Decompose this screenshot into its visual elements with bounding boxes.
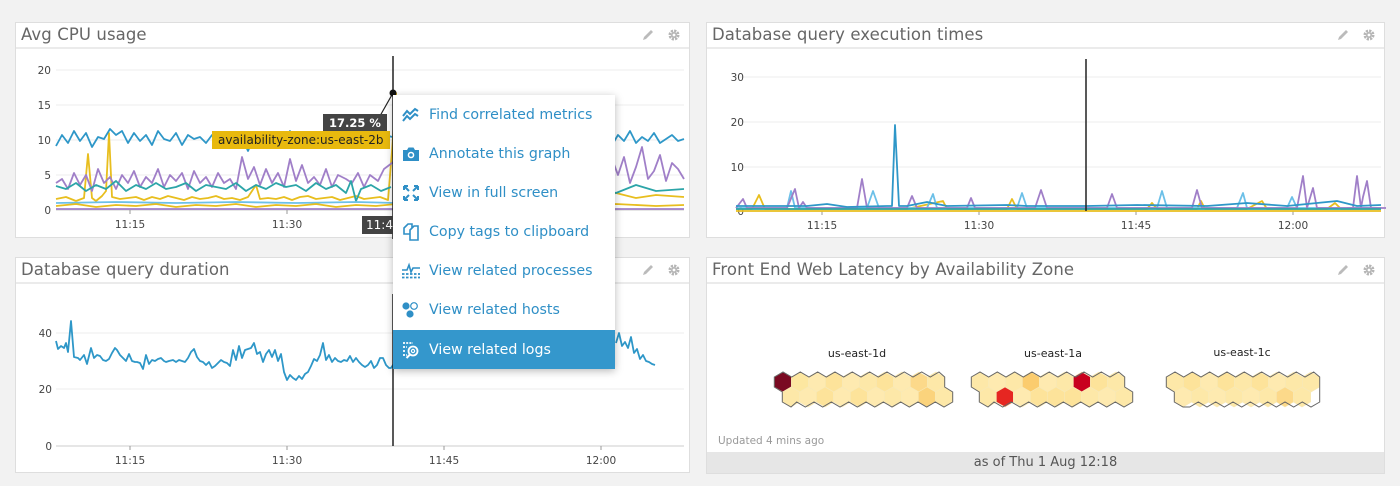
menu-item-label: Annotate this graph — [429, 145, 571, 162]
y-axis-labels: 40 20 0 — [39, 328, 52, 453]
query-execution-chart[interactable]: 30 20 10 0 11:15 11:30 11:45 12:00 — [707, 51, 1386, 239]
menu-item-label: View in full screen — [429, 184, 559, 201]
svg-text:11:45: 11:45 — [429, 455, 459, 467]
svg-text:11:45: 11:45 — [1121, 220, 1151, 232]
correlated-metrics-icon — [402, 107, 419, 122]
panel-tools — [1336, 28, 1376, 42]
svg-text:us-east-1c: us-east-1c — [1213, 346, 1270, 359]
menu-item-annotate-graph[interactable]: Annotate this graph — [393, 134, 615, 173]
svg-text:11:15: 11:15 — [115, 455, 145, 467]
panel-title: Avg CPU usage — [21, 25, 147, 44]
graph-context-menu: Find correlated metrics Annotate this gr… — [393, 95, 615, 369]
svg-text:12:00: 12:00 — [586, 455, 616, 467]
camera-icon — [403, 147, 419, 161]
svg-text:12:00: 12:00 — [1278, 220, 1308, 232]
menu-item-full-screen[interactable]: View in full screen — [393, 173, 615, 212]
panel-header: Avg CPU usage — [16, 23, 689, 49]
svg-text:40: 40 — [39, 328, 52, 340]
panel-front-end-web-latency: Front End Web Latency by Availability Zo… — [706, 257, 1385, 474]
svg-text:0: 0 — [737, 206, 744, 218]
fullscreen-icon — [403, 184, 419, 201]
panel-title: Front End Web Latency by Availability Zo… — [712, 260, 1075, 279]
x-axis-labels: 11:15 11:30 11:45 12:00 — [115, 446, 616, 467]
updated-text: Updated 4 mins ago — [718, 435, 825, 447]
tooltip-value: 17.25 % — [323, 114, 387, 132]
gear-icon[interactable] — [667, 263, 681, 277]
panel-tools — [641, 263, 681, 277]
pencil-icon[interactable] — [1336, 263, 1350, 277]
menu-item-label: View related processes — [429, 262, 593, 279]
menu-item-copy-tags[interactable]: Copy tags to clipboard — [393, 212, 615, 251]
panel-header: Database query duration — [16, 258, 689, 284]
pencil-icon[interactable] — [641, 28, 655, 42]
svg-text:11:30: 11:30 — [964, 220, 994, 232]
svg-text:15: 15 — [38, 100, 51, 112]
panel-tools — [641, 28, 681, 42]
svg-text:10: 10 — [731, 162, 744, 174]
logs-icon — [403, 341, 419, 359]
zone-us-east-1c[interactable]: us-east-1c — [1165, 346, 1321, 408]
zone-us-east-1d[interactable]: us-east-1d — [773, 347, 954, 408]
svg-text:5: 5 — [44, 170, 51, 182]
svg-text:30: 30 — [731, 72, 744, 84]
grid-lines — [736, 76, 1381, 168]
panel-title: Database query duration — [21, 260, 230, 279]
panel-title: Database query execution times — [712, 25, 984, 44]
panel-header: Front End Web Latency by Availability Zo… — [707, 258, 1384, 284]
x-axis-labels: 11:15 11:30 — [115, 210, 302, 231]
menu-item-related-processes[interactable]: View related processes — [393, 251, 615, 290]
svg-text:20: 20 — [731, 117, 744, 129]
panel-tools — [1336, 263, 1376, 277]
menu-item-related-hosts[interactable]: View related hosts — [393, 290, 615, 329]
duration-series — [55, 320, 400, 381]
hosts-icon — [402, 301, 418, 318]
menu-item-label: View related hosts — [429, 301, 560, 318]
tooltip-time: 11:4 — [362, 216, 397, 234]
menu-item-related-logs[interactable]: View related logs — [393, 330, 615, 369]
y-axis-labels: 20 15 10 5 0 — [38, 65, 51, 217]
pencil-icon[interactable] — [641, 263, 655, 277]
zone-us-east-1a[interactable]: us-east-1a — [970, 347, 1134, 408]
menu-item-label: Find correlated metrics — [429, 106, 593, 123]
menu-item-find-correlated-metrics[interactable]: Find correlated metrics — [393, 95, 615, 134]
svg-text:20: 20 — [39, 384, 52, 396]
pencil-icon[interactable] — [1336, 28, 1350, 42]
copy-icon — [403, 222, 419, 241]
svg-text:0: 0 — [44, 205, 51, 217]
svg-text:11:15: 11:15 — [807, 220, 837, 232]
gear-icon[interactable] — [1362, 28, 1376, 42]
svg-text:10: 10 — [38, 135, 51, 147]
y-axis-labels: 30 20 10 0 — [731, 72, 744, 218]
processes-icon — [402, 262, 420, 278]
gear-icon[interactable] — [667, 28, 681, 42]
svg-text:20: 20 — [38, 65, 51, 77]
svg-text:11:15: 11:15 — [115, 219, 145, 231]
hostmap[interactable]: us-east-1d us-east-1a us-east-1c — [707, 286, 1386, 436]
series-lines — [735, 124, 1386, 212]
svg-text:us-east-1a: us-east-1a — [1024, 347, 1082, 360]
gear-icon[interactable] — [1362, 263, 1376, 277]
tooltip-tag: availability-zone:us-east-2b — [212, 131, 390, 149]
panel-header: Database query execution times — [707, 23, 1384, 49]
as-of-footer: as of Thu 1 Aug 12:18 — [707, 452, 1384, 473]
svg-text:us-east-1d: us-east-1d — [828, 347, 886, 360]
svg-text:11:30: 11:30 — [272, 455, 302, 467]
x-axis-labels: 11:15 11:30 11:45 12:00 — [807, 211, 1308, 232]
hover-point — [389, 89, 397, 97]
panel-db-query-execution-times: Database query execution times 30 20 10 … — [706, 22, 1386, 239]
menu-item-label: Copy tags to clipboard — [429, 223, 590, 240]
menu-item-label: View related logs — [429, 341, 551, 358]
svg-text:0: 0 — [45, 441, 52, 453]
svg-text:11:30: 11:30 — [272, 219, 302, 231]
